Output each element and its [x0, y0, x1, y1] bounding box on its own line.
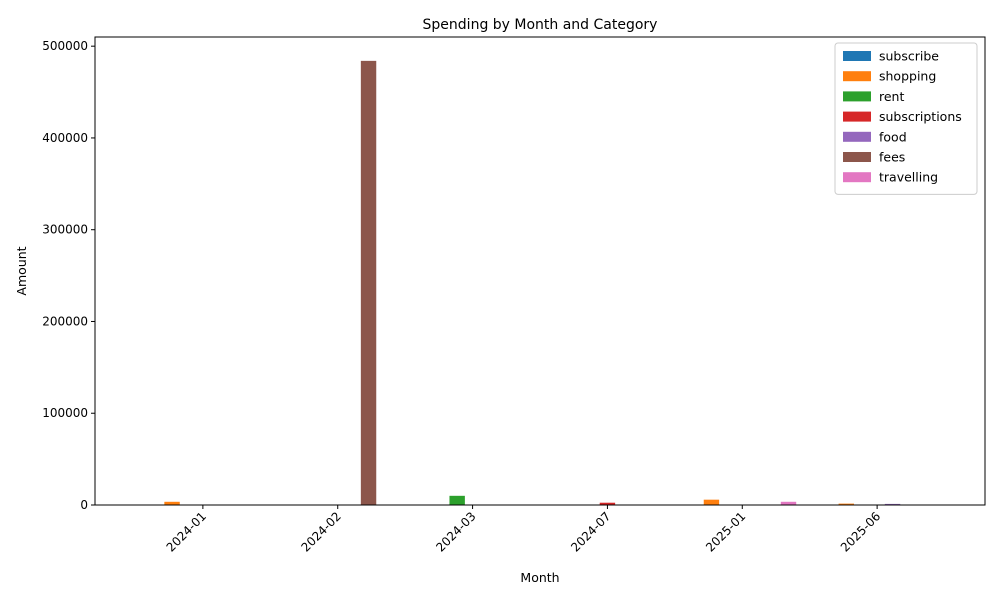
y-tick-label: 400000	[42, 131, 88, 145]
y-tick-label: 500000	[42, 39, 88, 53]
y-axis: 0 100000 200000 300000 400000 500000	[42, 39, 95, 512]
bar-shopping-2024-01	[164, 501, 180, 505]
legend-label-food: food	[879, 129, 907, 144]
legend-swatch-subscribe	[843, 51, 871, 61]
bars-group	[164, 60, 901, 506]
y-tick-label: 300000	[42, 223, 88, 237]
legend-label-fees: fees	[879, 150, 905, 165]
bar-fees-2024-02	[360, 60, 377, 506]
chart-title: Spending by Month and Category	[423, 17, 658, 33]
y-tick-label: 0	[80, 498, 88, 512]
legend-swatch-fees	[843, 152, 871, 162]
legend-label-rent: rent	[879, 89, 904, 104]
bar-rent-2024-03	[449, 495, 465, 505]
y-tick-label: 100000	[42, 406, 88, 420]
legend-swatch-travelling	[843, 172, 871, 183]
bar-shopping-2025-01	[703, 499, 720, 505]
legend-label-subscribe: subscribe	[879, 49, 939, 64]
y-tick-label: 200000	[42, 314, 88, 328]
y-axis-label: Amount	[14, 246, 29, 295]
legend-label-travelling: travelling	[879, 170, 938, 185]
plot-frame	[94, 36, 986, 506]
bar-subscriptions-2024-07	[599, 502, 616, 505]
legend-swatch-shopping	[843, 71, 871, 82]
legend-label-subscriptions: subscriptions	[879, 109, 962, 124]
bar-travelling-2025-01	[780, 501, 797, 505]
legend-label-shopping: shopping	[879, 69, 936, 84]
legend-swatch-food	[843, 131, 871, 142]
legend-swatch-subscriptions	[843, 111, 871, 122]
bar-food-2025-06	[884, 503, 901, 505]
bar-shopping-2025-06	[838, 503, 854, 505]
x-axis-label: Month	[520, 570, 559, 585]
legend-swatch-rent	[843, 91, 871, 102]
legend: subscribe shopping rent subscriptions food fe…	[834, 42, 978, 195]
